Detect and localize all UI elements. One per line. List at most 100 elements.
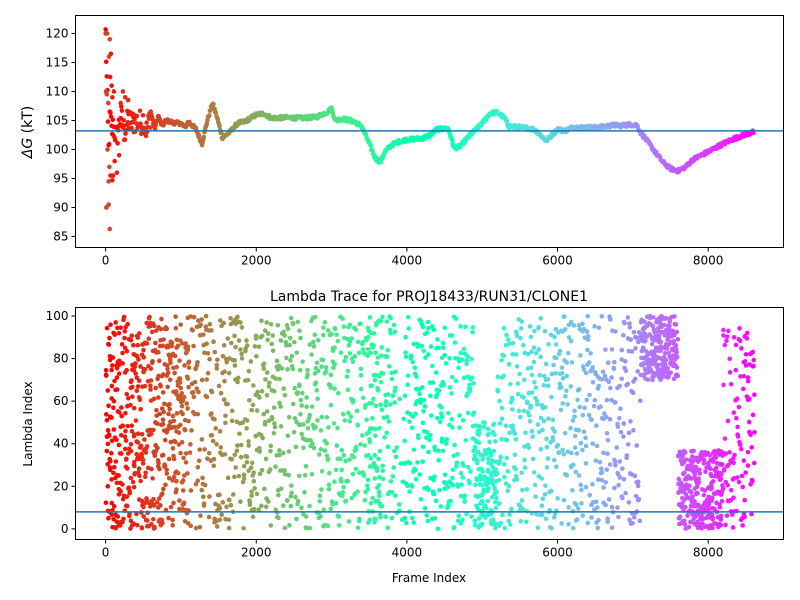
lambda-point [402,393,408,399]
lambda-point [529,372,535,378]
lambda-point [153,340,158,346]
lambda-point [336,514,342,519]
lambda-point [596,383,602,389]
lambda-point [151,503,157,508]
lambda-point [164,467,169,473]
lambda-trace-x-axis-label: Frame Index [392,571,466,585]
lambda-point [146,336,152,342]
lambda-point [266,384,272,389]
delta-g-point [217,123,222,129]
lambda-point [584,397,590,403]
lambda-point [341,484,346,490]
lambda-point [269,341,274,347]
lambda-point [543,483,548,488]
lambda-point [624,453,630,458]
lambda-point [367,464,373,469]
lambda-point [378,402,383,408]
lambda-point [545,416,551,422]
x-tick-label: 8000 [693,546,724,560]
lambda-point [413,411,418,416]
lambda-point [254,491,260,497]
lambda-point [623,359,628,364]
lambda-point [539,503,545,509]
lambda-point [120,361,125,366]
lambda-point [167,377,173,382]
lambda-point [106,515,111,521]
lambda-point [293,494,298,500]
lambda-point [281,329,286,335]
lambda-point [561,497,567,503]
lambda-point [569,450,574,456]
lambda-point [178,322,183,327]
lambda-point [338,456,343,462]
lambda-point [226,525,232,531]
lambda-point [323,369,329,374]
lambda-point [135,431,141,437]
lambda-point [263,504,269,510]
delta-g-point [137,108,143,114]
lambda-point [584,329,590,334]
lambda-point [123,456,129,462]
lambda-point [251,470,257,475]
lambda-point [389,515,395,521]
lambda-point [111,470,116,476]
lambda-point [722,342,728,348]
lambda-point [342,335,347,341]
lambda-point [214,362,220,368]
lambda-point [191,314,197,320]
lambda-point [383,514,389,520]
lambda-point [245,377,251,383]
lambda-point [176,442,182,447]
lambda-point [367,517,373,523]
lambda-point [362,443,367,448]
lambda-point [539,512,545,518]
lambda-point [271,388,277,394]
delta-g-points [103,27,756,232]
lambda-point [183,451,189,456]
lambda-point [409,425,415,431]
lambda-point [223,413,228,419]
lambda-point [377,319,383,324]
lambda-point [427,432,433,438]
lambda-point [442,472,448,478]
lambda-point [473,482,478,488]
lambda-point [148,366,154,371]
lambda-point [694,490,699,496]
lambda-point [378,353,384,359]
lambda-point [609,504,615,510]
lambda-point [367,315,373,320]
lambda-point [144,320,150,326]
lambda-point [228,315,233,321]
lambda-point [248,359,254,364]
lambda-point [241,525,246,531]
lambda-point [469,356,474,362]
lambda-point [246,368,252,374]
lambda-point [580,513,586,518]
lambda-point [212,417,217,422]
lambda-point [119,405,124,410]
lambda-point [585,313,591,319]
lambda-point [338,479,344,484]
lambda-point [365,346,371,352]
lambda-point [250,514,256,520]
lambda-point [358,373,364,378]
delta-g-point [107,36,113,42]
lambda-point [635,369,640,374]
lambda-point [393,493,398,498]
lambda-point [459,482,465,487]
lambda-point [137,331,142,336]
lambda-point [114,480,120,486]
lambda-point [737,326,742,331]
lambda-point [135,342,140,348]
lambda-point [407,489,412,494]
y-tick-label: 40 [53,437,68,451]
lambda-point [530,434,536,439]
lambda-point [119,432,124,438]
lambda-point [493,439,498,444]
lambda-point [389,489,395,495]
lambda-point [742,359,748,364]
lambda-point [436,388,442,393]
lambda-point [246,439,251,444]
lambda-point [709,484,714,490]
lambda-point [122,328,128,334]
